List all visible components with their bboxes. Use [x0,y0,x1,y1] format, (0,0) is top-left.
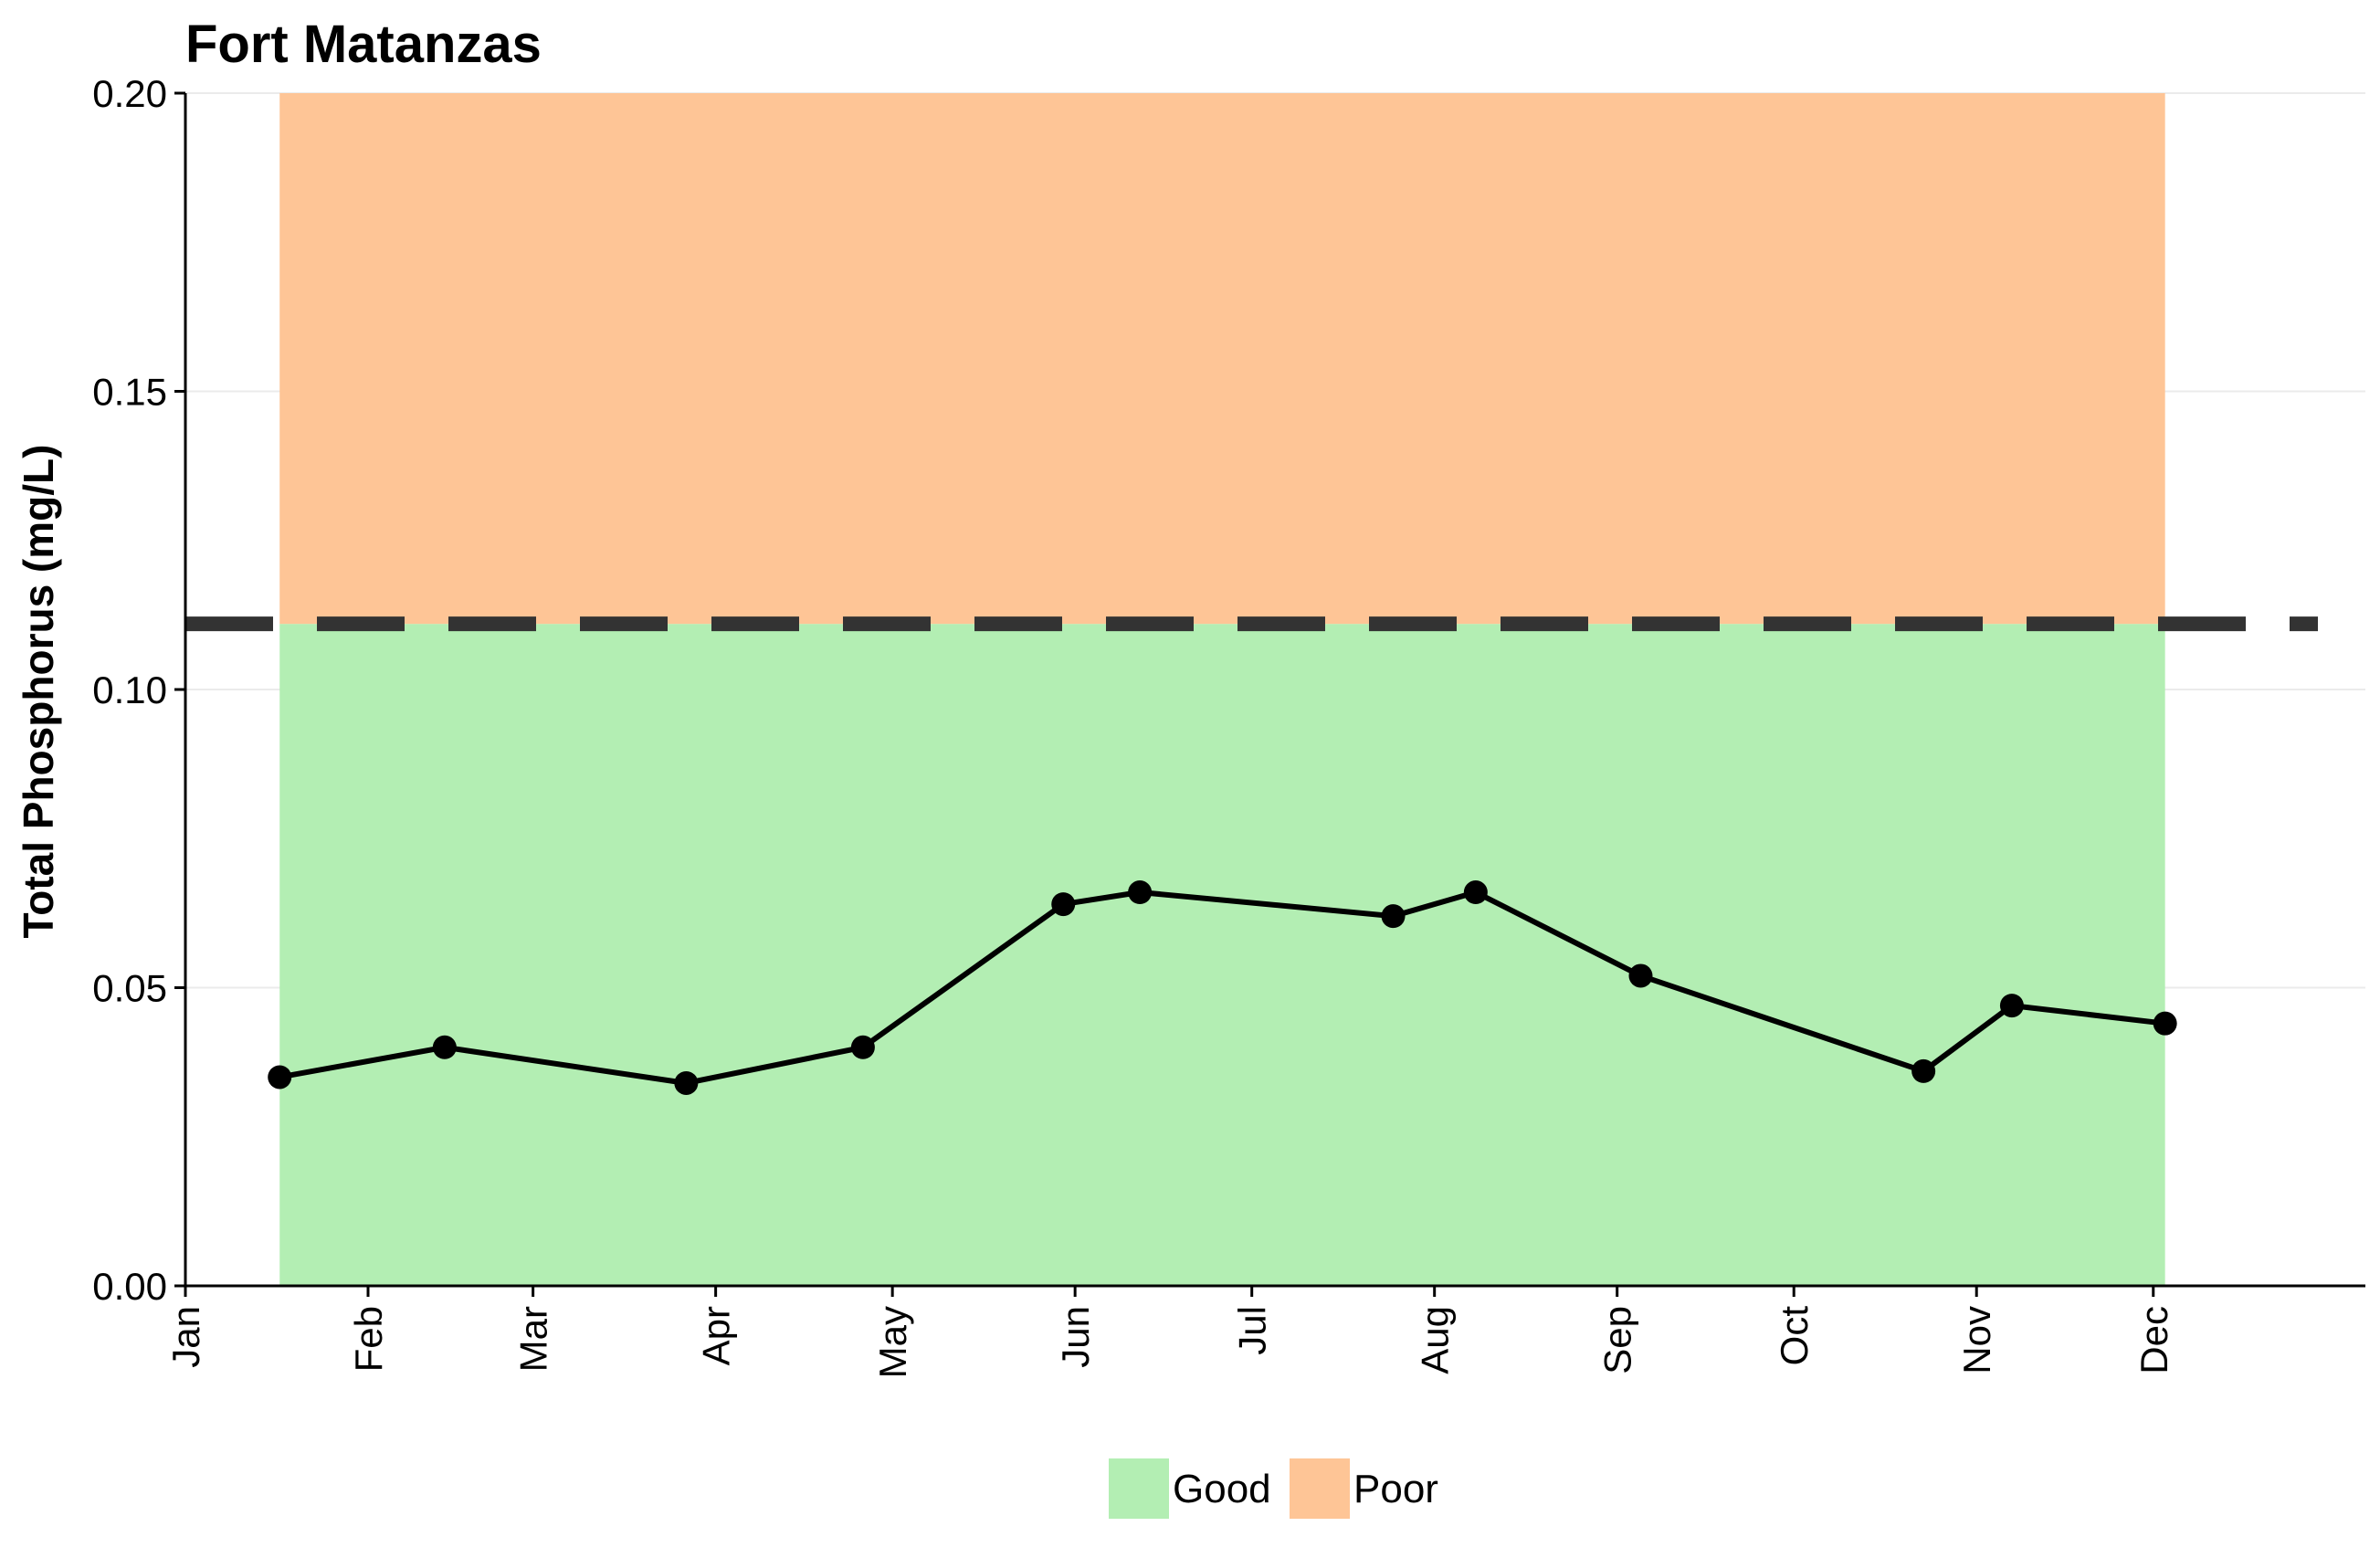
legend-key-poor [1290,1458,1350,1519]
x-tick-label-dec: Dec [2133,1306,2175,1374]
x-tick-label-oct: Oct [1773,1306,1816,1366]
data-point-3 [850,1035,875,1059]
x-tick-label-sep: Sep [1596,1306,1639,1374]
x-tick-label-jul: Jul [1231,1306,1274,1355]
data-point-7 [1463,880,1488,905]
series-line-0 [279,890,2166,1086]
data-point-4 [1051,892,1076,917]
band-layer [279,93,2165,1286]
data-point-10 [1999,994,2024,1018]
y-tick-label-4: 0.20 [92,72,167,115]
y-tick-label-0: 0.00 [92,1265,167,1308]
data-point-0 [268,1065,292,1090]
y-tick-label-1: 0.05 [92,967,167,1010]
y-axis-label: Total Phosphorus (mg/L) [15,445,62,939]
x-tick-label-feb: Feb [347,1306,390,1372]
axis-layer: 0.00 0.05 0.10 0.15 0.20 Jan Feb Mar Apr May Jun Ju… [92,72,2365,1378]
x-tick-label-apr: Apr [695,1306,738,1365]
chart-title: Fort Matanzas [185,15,542,74]
data-point-2 [674,1070,699,1095]
x-tick-label-nov: Nov [1955,1306,1998,1374]
y-tick-label-3: 0.15 [92,371,167,414]
data-point-5 [1128,880,1153,905]
legend-key-good [1109,1458,1169,1519]
data-point-9 [1911,1058,1936,1083]
x-tick-label-aug: Aug [1414,1306,1457,1374]
band-poor [279,93,2165,625]
data-point-1 [432,1035,457,1059]
x-tick-label-mar: Mar [512,1306,555,1372]
x-tick-label-may: May [871,1306,914,1378]
x-tick-label-jan: Jan [164,1306,207,1368]
series-layer [268,880,2177,1095]
data-point-11 [2153,1011,2177,1036]
legend-label-poor: Poor [1353,1467,1438,1511]
x-tick-label-jun: Jun [1054,1306,1097,1368]
legend-label-good: Good [1173,1467,1271,1511]
y-tick-label-2: 0.10 [92,668,167,711]
legend-layer: Good Poor [1109,1458,1438,1519]
data-point-8 [1628,963,1653,988]
data-point-6 [1381,904,1406,929]
band-good [279,624,2165,1286]
